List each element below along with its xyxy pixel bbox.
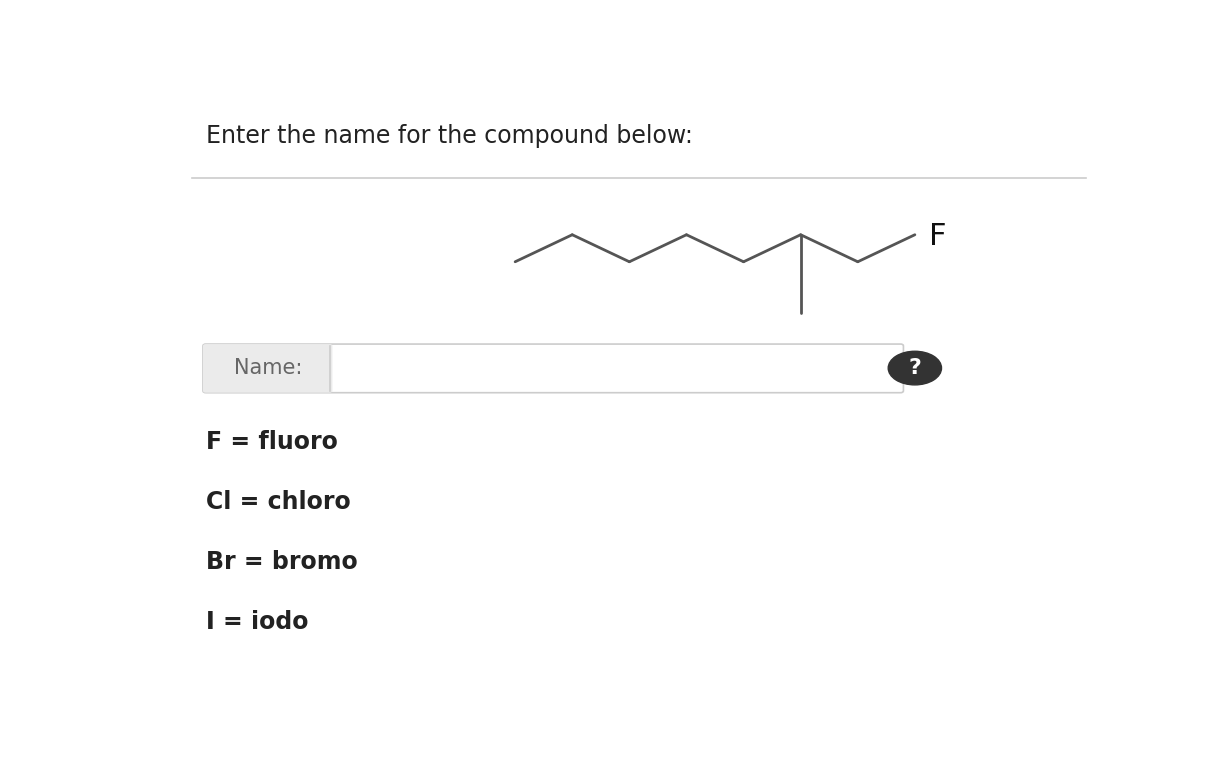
Text: Cl = chloro: Cl = chloro [206,490,350,514]
Text: Br = bromo: Br = bromo [206,550,357,574]
FancyBboxPatch shape [203,344,904,392]
Text: I = iodo: I = iodo [206,610,308,634]
Text: F: F [930,222,947,251]
Circle shape [888,351,942,385]
Text: Name:: Name: [233,358,302,378]
FancyBboxPatch shape [203,344,333,392]
Text: F = fluoro: F = fluoro [206,430,338,454]
Text: Enter the name for the compound below:: Enter the name for the compound below: [206,124,693,147]
Text: ?: ? [909,358,921,378]
